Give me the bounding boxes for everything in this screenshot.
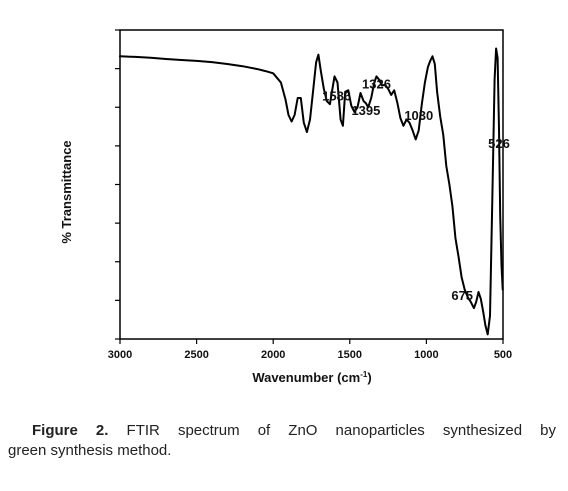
x-axis-title-sup: -1 <box>360 370 368 379</box>
x-axis-title-close: ) <box>367 370 371 385</box>
x-tick-label: 2000 <box>261 349 285 361</box>
x-tick-label: 500 <box>494 349 512 361</box>
spectrum-line <box>119 47 504 336</box>
figure-caption: Figure 2. FTIR spectrum of ZnO nanoparti… <box>8 421 556 461</box>
peak-label: 526 <box>488 136 510 151</box>
x-tick-label: 3000 <box>108 349 132 361</box>
peak-label: 1326 <box>362 76 391 91</box>
plot-frame <box>119 29 504 340</box>
caption-text-line-2: green synthesis method. <box>8 442 172 459</box>
y-axis-title: % Transmittance <box>59 140 74 243</box>
peak-label: 1586 <box>322 89 351 104</box>
caption-figure-label: Figure 2. <box>32 422 109 439</box>
caption-text-line-1: FTIR spectrum of ZnO nanoparticles synth… <box>126 422 557 439</box>
x-tick-label: 2500 <box>184 349 208 361</box>
caption-line-1: Figure 2. FTIR spectrum of ZnO nanoparti… <box>8 421 556 441</box>
peak-label: 675 <box>451 288 473 303</box>
x-tick-label: 1500 <box>338 349 362 361</box>
x-axis-title: Wavenumber (cm-1) <box>252 370 371 385</box>
x-axis-title-main: Wavenumber (cm <box>252 370 360 385</box>
x-tick-label: 1000 <box>414 349 438 361</box>
peak-label: 1030 <box>404 108 433 123</box>
peak-label: 1395 <box>351 103 380 118</box>
